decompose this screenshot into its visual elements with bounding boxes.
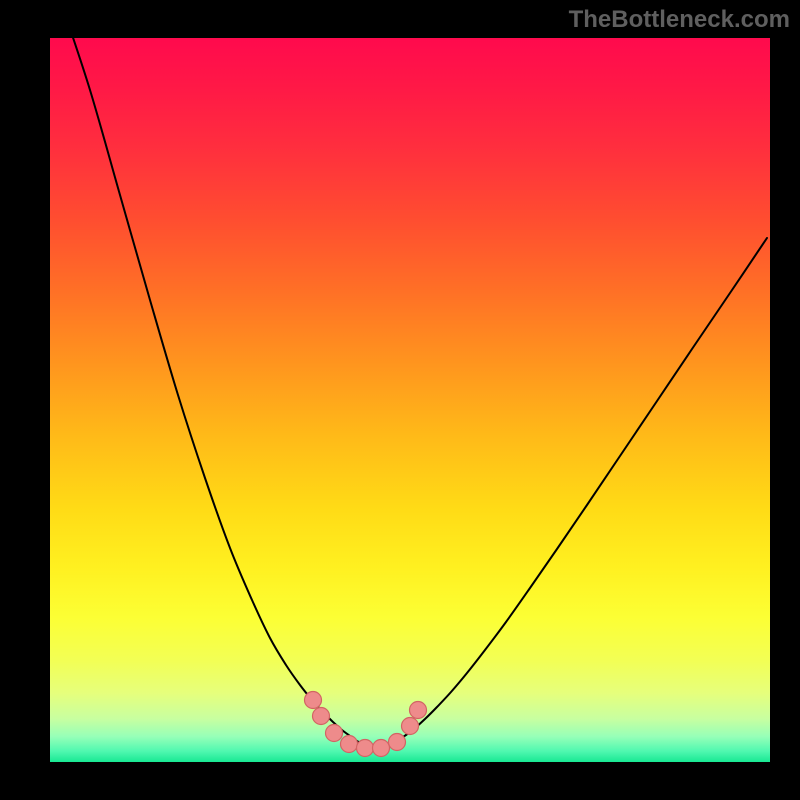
plot-gradient-background — [50, 38, 770, 762]
watermark-text: TheBottleneck.com — [569, 6, 790, 34]
